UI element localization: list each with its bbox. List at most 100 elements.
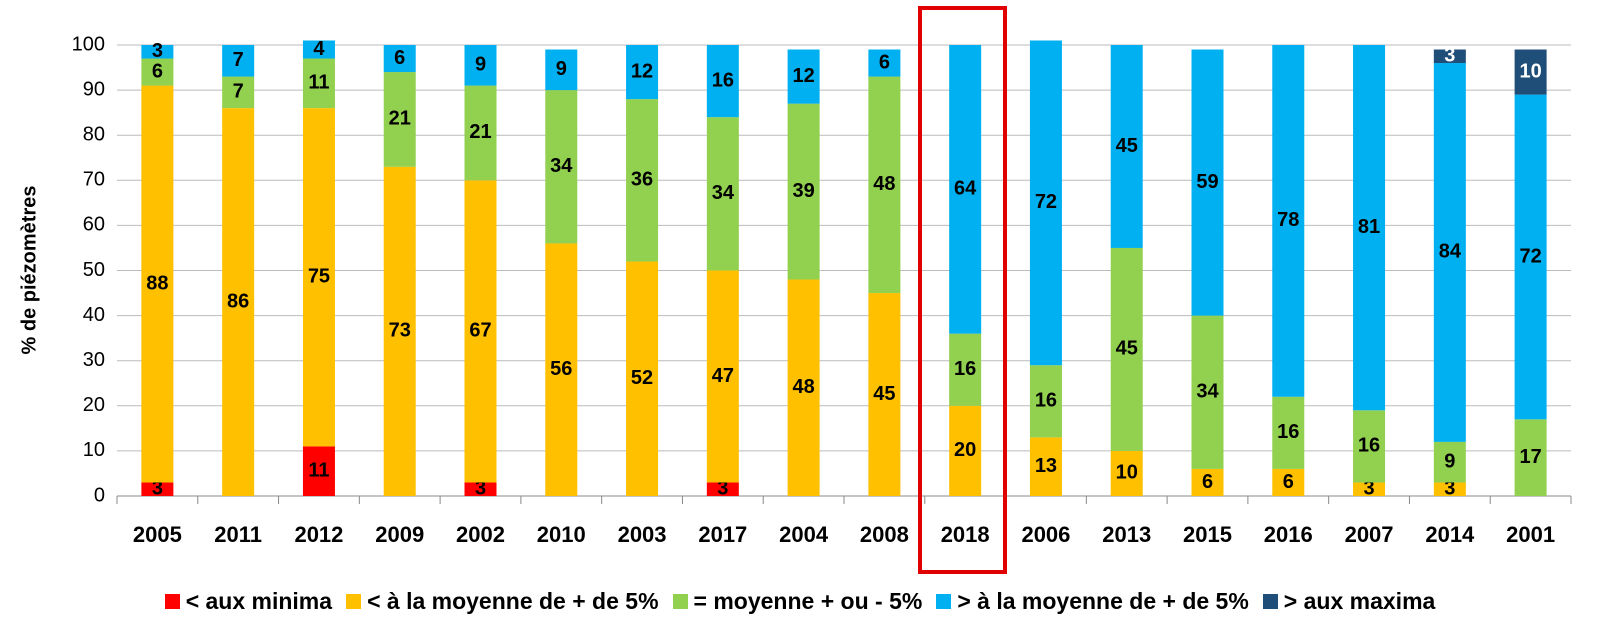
value-label: 48 xyxy=(792,376,814,398)
bar-segment xyxy=(626,45,659,100)
value-label: 9 xyxy=(1444,450,1455,472)
value-label: 12 xyxy=(631,60,653,82)
value-label: 16 xyxy=(1035,390,1057,412)
value-label: 45 xyxy=(1116,338,1138,360)
bar-segment xyxy=(141,85,174,483)
value-label: 52 xyxy=(631,367,653,389)
value-label: 11 xyxy=(308,72,329,94)
value-label: 88 xyxy=(146,272,168,294)
value-label: 34 xyxy=(712,182,735,204)
x-tick-label: 2013 xyxy=(1102,522,1151,547)
chart: % de piézomètres 0 10 20 30 40 50 60 70 80 90 100 2… xyxy=(18,6,1572,574)
bar-segment xyxy=(706,482,739,496)
bar-segment xyxy=(1433,49,1466,64)
bar-segment xyxy=(949,405,982,496)
value-label: 6 xyxy=(152,60,163,82)
y-tick-label: 80 xyxy=(83,123,105,145)
bar-segment xyxy=(706,117,739,271)
x-tick-label: 2002 xyxy=(456,522,505,547)
y-tick-label: 30 xyxy=(83,349,105,371)
value-label: 84 xyxy=(1439,241,1462,263)
value-label: 78 xyxy=(1277,209,1299,231)
bar-segment xyxy=(464,85,497,181)
value-label: 56 xyxy=(550,358,572,380)
x-tick-label: 2006 xyxy=(1021,522,1070,547)
bar-segment xyxy=(626,99,659,262)
value-label: 81 xyxy=(1358,216,1380,238)
value-label: 3 xyxy=(152,40,163,62)
x-tick-label: 2010 xyxy=(537,522,586,547)
value-label: 73 xyxy=(389,320,411,342)
legend-item: > à la moyenne de + de 5% xyxy=(936,588,1249,615)
bar-segment xyxy=(464,180,497,483)
legend-label: < aux minima xyxy=(185,588,333,614)
legend: < aux minima < à la moyenne de + de 5% = m… xyxy=(0,588,1600,615)
bar-segment xyxy=(1191,468,1224,496)
bar-segment xyxy=(1029,365,1062,438)
x-tick-label: 2007 xyxy=(1345,522,1394,547)
value-label: 3 xyxy=(152,478,163,500)
value-label: 47 xyxy=(712,365,734,387)
value-label: 7 xyxy=(233,81,244,103)
bar-segment xyxy=(868,76,901,294)
bar-segment xyxy=(1191,49,1224,316)
bar-segment xyxy=(141,482,174,496)
value-label: 16 xyxy=(1358,435,1380,457)
bar-segment xyxy=(141,58,174,86)
bar-segment xyxy=(1353,410,1386,483)
value-label: 21 xyxy=(389,108,411,130)
y-tick-label: 40 xyxy=(83,304,105,326)
value-label: 34 xyxy=(550,155,573,177)
value-label: 75 xyxy=(308,266,330,288)
bar-segment xyxy=(383,166,416,496)
value-label: 48 xyxy=(873,173,895,195)
legend-swatch xyxy=(1262,594,1278,609)
value-label: 45 xyxy=(1116,135,1138,157)
legend-item: > aux maxima xyxy=(1262,588,1436,615)
bar-segment xyxy=(302,58,335,109)
bar-segment xyxy=(1029,437,1062,496)
bar-segment xyxy=(626,261,659,496)
value-label: 9 xyxy=(556,58,567,80)
bar-segment xyxy=(383,72,416,167)
bar-segment xyxy=(545,243,578,496)
y-axis-label: % de piézomètres xyxy=(18,186,40,355)
x-tick-label: 2016 xyxy=(1264,522,1313,547)
x-tick-label: 2004 xyxy=(779,522,829,547)
x-tick-label: 2011 xyxy=(214,522,262,547)
y-tick-label: 20 xyxy=(83,394,105,416)
bar-segment xyxy=(222,108,255,496)
value-label: 17 xyxy=(1519,446,1541,468)
value-label: 86 xyxy=(227,290,249,312)
value-label: 3 xyxy=(717,478,728,500)
value-label: 45 xyxy=(873,383,895,405)
bar-segment xyxy=(1272,396,1305,469)
value-label: 34 xyxy=(1196,381,1219,403)
bar-segment xyxy=(1272,468,1305,496)
x-tick-label: 2014 xyxy=(1425,522,1475,547)
value-label: 3 xyxy=(1363,478,1374,500)
legend-swatch xyxy=(346,594,362,609)
value-label: 3 xyxy=(1444,478,1455,500)
x-tick-label: 2009 xyxy=(375,522,424,547)
legend-item: < aux minima xyxy=(164,588,333,615)
value-label: 3 xyxy=(475,478,486,500)
x-tick-label: 2018 xyxy=(941,522,990,547)
bar-segment xyxy=(1029,40,1062,366)
bar-segment xyxy=(141,45,174,59)
bar-segment xyxy=(1272,45,1305,397)
legend-label: > aux maxima xyxy=(1283,588,1436,614)
bar-segment xyxy=(302,446,335,496)
x-tick-label: 2003 xyxy=(618,522,667,547)
bar-segment xyxy=(302,40,335,59)
bar-segment xyxy=(1110,450,1143,496)
legend-swatch xyxy=(164,594,180,609)
value-label: 12 xyxy=(792,65,814,87)
bar-segment xyxy=(1353,482,1386,496)
value-label: 6 xyxy=(1283,471,1294,493)
value-label: 16 xyxy=(954,358,976,380)
legend-item: < à la moyenne de + de 5% xyxy=(346,588,659,615)
bar-segment xyxy=(949,45,982,334)
value-label: 16 xyxy=(1277,421,1299,443)
